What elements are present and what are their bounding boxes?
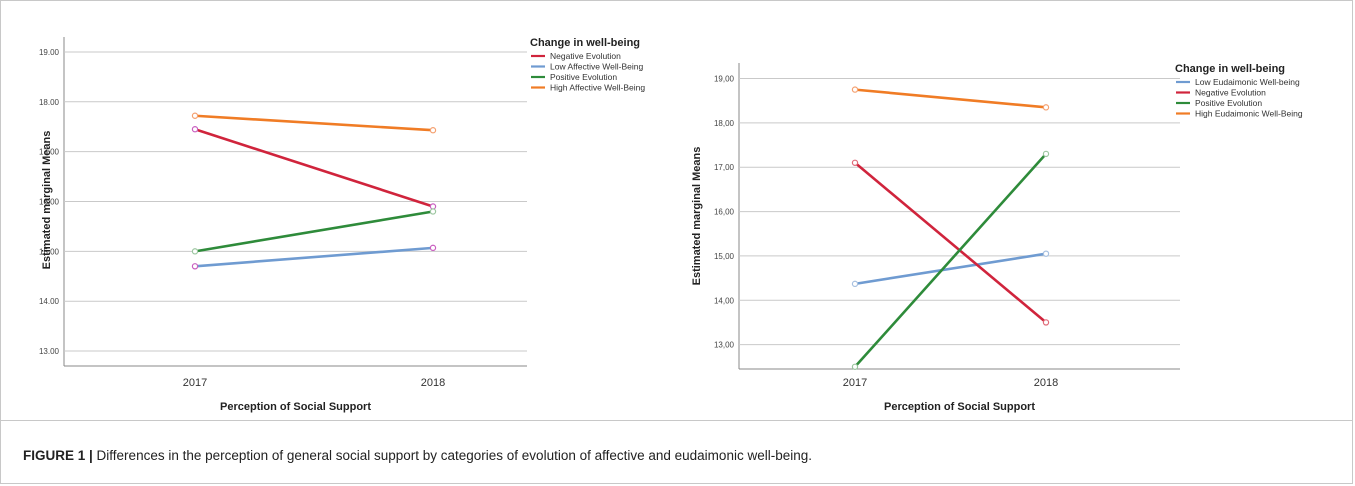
y-tick-label: 19,00 bbox=[714, 75, 735, 84]
y-tick-label: 17.00 bbox=[39, 148, 60, 157]
y-tick-label: 16.00 bbox=[39, 198, 60, 207]
data-point bbox=[1042, 319, 1050, 326]
series-line bbox=[194, 210, 434, 253]
y-tick-label: 14,00 bbox=[714, 296, 735, 305]
data-point bbox=[851, 86, 859, 93]
data-point bbox=[1042, 250, 1050, 257]
y-tick-label: 13.00 bbox=[39, 347, 60, 356]
legend-label: High Eudaimonic Well-Being bbox=[1195, 109, 1303, 119]
y-tick-label: 16,00 bbox=[714, 208, 735, 217]
series-line bbox=[854, 252, 1047, 286]
data-point bbox=[429, 208, 437, 215]
caption-label: FIGURE 1 | bbox=[23, 448, 93, 463]
data-point bbox=[851, 159, 859, 166]
y-tick-label: 18.00 bbox=[39, 98, 60, 107]
x-axis-title: Perception of Social Support bbox=[220, 401, 371, 413]
chart-eudaimonic: 13,00 14,00 15,00 16,00 17,00 18,00 19,00 2017 2… bbox=[691, 63, 1303, 413]
y-axis-title: Estimated marginal Means bbox=[41, 131, 53, 270]
series-line bbox=[854, 161, 1047, 324]
y-tick-label: 15,00 bbox=[714, 252, 735, 261]
legend-title: Change in well-being bbox=[1175, 63, 1285, 75]
legend-title: Change in well-being bbox=[530, 37, 640, 49]
caption-text: Differences in the perception of general… bbox=[92, 448, 812, 463]
y-tick-label: 17,00 bbox=[714, 163, 735, 172]
data-point bbox=[1042, 104, 1050, 111]
legend-label: Low Affective Well-Being bbox=[550, 62, 644, 72]
data-point bbox=[851, 363, 859, 370]
x-axis-title: Perception of Social Support bbox=[884, 401, 1035, 413]
series-line bbox=[194, 127, 434, 208]
legend-label: High Affective Well-Being bbox=[550, 83, 645, 93]
legend-label: Positive Evolution bbox=[1195, 98, 1262, 108]
data-point bbox=[191, 248, 199, 255]
series-line bbox=[854, 153, 1047, 368]
series-line bbox=[194, 114, 434, 132]
y-tick-label: 19.00 bbox=[39, 48, 60, 57]
data-point bbox=[191, 263, 199, 270]
data-point bbox=[191, 126, 199, 133]
y-tick-label: 14.00 bbox=[39, 297, 60, 306]
caption-divider bbox=[0, 420, 1353, 421]
y-tick-label: 18,00 bbox=[714, 119, 735, 128]
legend-label: Low Eudaimonic Well-being bbox=[1195, 77, 1300, 87]
series-line bbox=[194, 246, 434, 268]
chart-affective: 13.00 14.00 15.00 16.00 17.00 18.00 19.00 2017 2… bbox=[39, 37, 645, 413]
legend-label: Negative Evolution bbox=[1195, 88, 1266, 98]
series-line bbox=[854, 88, 1047, 109]
legend-label: Positive Evolution bbox=[550, 72, 617, 82]
data-point bbox=[851, 280, 859, 288]
x-tick-label: 2018 bbox=[1034, 377, 1058, 389]
data-point bbox=[1042, 150, 1050, 158]
y-axis-title: Estimated marginal Means bbox=[691, 147, 703, 286]
figure-caption: FIGURE 1 | Differences in the perception… bbox=[23, 448, 1333, 463]
data-point bbox=[429, 244, 437, 252]
x-tick-label: 2017 bbox=[183, 377, 207, 389]
data-point bbox=[429, 127, 437, 134]
data-point bbox=[191, 112, 199, 119]
legend-label: Negative Evolution bbox=[550, 51, 621, 61]
y-tick-label: 13,00 bbox=[714, 341, 735, 350]
y-tick-label: 15.00 bbox=[39, 247, 60, 256]
x-tick-label: 2018 bbox=[421, 377, 445, 389]
x-tick-label: 2017 bbox=[843, 377, 867, 389]
